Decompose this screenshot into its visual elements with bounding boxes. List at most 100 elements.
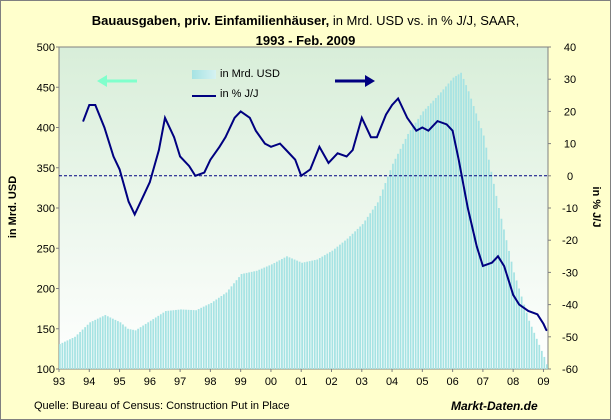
bar	[505, 240, 508, 369]
x-tick: 93	[53, 376, 65, 388]
line-point	[133, 213, 136, 216]
bar	[291, 258, 293, 369]
y-axis-label-left: in Mrd. USD	[7, 175, 19, 239]
bar	[265, 266, 268, 369]
bar	[447, 83, 450, 369]
bar	[288, 257, 291, 369]
bar	[180, 309, 182, 369]
bar	[477, 120, 480, 370]
bar	[273, 263, 276, 369]
line-point	[188, 165, 190, 167]
bar	[202, 306, 205, 369]
bar	[303, 262, 306, 369]
bar	[238, 277, 240, 369]
bar	[268, 265, 271, 369]
y-tick-right: -30	[562, 267, 578, 279]
bar	[419, 115, 422, 369]
y-tick-right: 40	[564, 42, 576, 54]
bar	[172, 310, 175, 369]
bar	[124, 326, 127, 369]
y-tick-left: 250	[37, 243, 55, 255]
brand-logo: Markt-Daten.de	[451, 399, 538, 413]
bar	[192, 310, 195, 369]
x-tick: 03	[356, 376, 368, 388]
bar	[318, 258, 321, 369]
bar	[301, 262, 303, 369]
bar	[482, 135, 485, 369]
bar	[144, 323, 147, 369]
bar	[129, 329, 132, 369]
bar	[407, 133, 409, 369]
legend-swatch-bar	[192, 70, 216, 79]
line-point	[112, 155, 115, 158]
bar	[450, 80, 452, 370]
bar	[520, 296, 523, 369]
line-point	[512, 294, 514, 296]
bar	[228, 289, 230, 369]
bar	[452, 77, 455, 369]
legend-label-line: in % J/J	[220, 88, 259, 100]
line-point	[415, 129, 418, 132]
bar	[212, 301, 215, 369]
bar	[159, 314, 162, 369]
bar	[334, 248, 336, 369]
line-point	[142, 194, 145, 196]
bar	[470, 98, 473, 369]
bar	[417, 118, 420, 369]
bar	[462, 78, 465, 369]
y-tick-left: 500	[37, 42, 55, 54]
bar	[311, 260, 314, 369]
bar	[147, 322, 150, 369]
bar	[306, 261, 309, 369]
line-point	[336, 152, 339, 155]
bar	[467, 91, 470, 370]
y-tick-left: 200	[37, 284, 55, 296]
x-tick: 08	[507, 376, 519, 388]
bar	[185, 309, 187, 369]
bar	[399, 148, 402, 369]
bar	[445, 86, 447, 369]
bar	[545, 364, 548, 369]
bar	[152, 319, 155, 369]
bar	[61, 342, 64, 369]
bar	[351, 233, 354, 369]
bar	[278, 260, 281, 369]
bar	[99, 317, 102, 369]
line-point	[173, 136, 175, 138]
bar	[157, 315, 160, 369]
bar	[275, 261, 278, 369]
y-tick-right: 10	[564, 139, 576, 151]
bar	[162, 312, 165, 369]
y-tick-left: 100	[37, 364, 55, 376]
arrow-right-icon	[335, 75, 375, 87]
bar	[248, 272, 251, 369]
y-tick-right: -10	[562, 203, 578, 215]
bar	[258, 269, 261, 369]
bar	[490, 171, 493, 369]
line-point	[270, 146, 272, 148]
bar	[359, 226, 362, 369]
line-point	[300, 175, 303, 177]
x-tick: 06	[446, 376, 458, 388]
y-tick-left: 450	[37, 82, 55, 94]
bar	[260, 268, 263, 369]
bar	[91, 321, 94, 369]
bar	[404, 138, 407, 369]
bar	[480, 128, 483, 369]
line-point	[421, 126, 424, 129]
bar	[253, 271, 256, 369]
bar	[356, 228, 359, 369]
bar	[76, 334, 79, 369]
bar	[177, 309, 180, 369]
bar	[535, 338, 538, 369]
line-point	[327, 162, 330, 164]
x-tick: 94	[83, 376, 95, 388]
bar	[515, 280, 518, 369]
y-tick-left: 400	[37, 123, 55, 135]
line-series-path	[82, 96, 548, 331]
bar	[286, 256, 288, 369]
bar	[132, 329, 134, 369]
bar	[119, 322, 122, 369]
bar	[540, 350, 543, 369]
